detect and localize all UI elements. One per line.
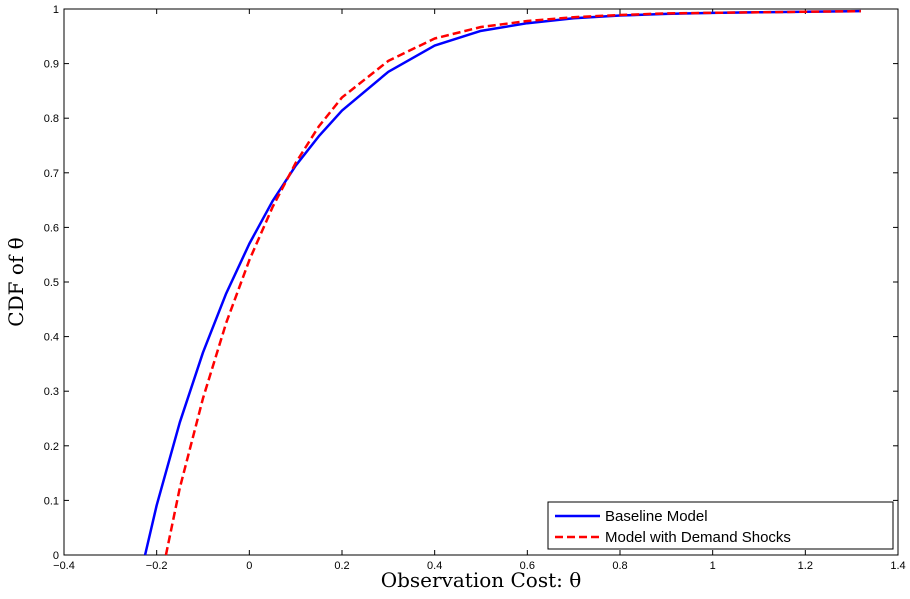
y-tick-label: 0.3 — [44, 386, 59, 398]
series-line-demand-shocks — [164, 9, 861, 556]
x-tick-label: 0.2 — [334, 560, 349, 572]
legend-box — [547, 501, 894, 550]
y-tick-label: 0.5 — [44, 277, 59, 289]
y-axis-title: CDF of θ — [4, 237, 28, 326]
x-axis-title: Observation Cost: θ — [381, 568, 582, 592]
series-lines — [143, 9, 861, 556]
x-tick-label: 0.8 — [612, 560, 627, 572]
y-tick-label: 0.8 — [44, 113, 59, 125]
y-tick-label: 0.4 — [44, 332, 59, 344]
legend-label-demand-shocks: Model with Demand Shocks — [605, 529, 791, 546]
y-tick-label: 0.2 — [44, 441, 59, 453]
x-tick-label: 1.2 — [798, 560, 813, 572]
y-tick-label: 0.9 — [44, 59, 59, 71]
x-tick-label: 0.6 — [520, 560, 535, 572]
x-tick-label: 0.4 — [427, 560, 442, 572]
y-tick-label: 1 — [53, 4, 59, 16]
x-tick-label: 0 — [246, 560, 252, 572]
y-tick-label: 0.7 — [44, 168, 59, 180]
x-tick-label: 1 — [710, 560, 716, 572]
x-tick-label: −0.2 — [146, 560, 168, 572]
plot-area — [63, 8, 899, 556]
y-tick-label: 0.1 — [44, 495, 59, 507]
y-tick-label: 0.6 — [44, 222, 59, 234]
y-axis-ticks: 0 0.1 0.2 0.3 0.4 0.5 0.6 0.7 0.8 0.9 1 — [44, 4, 898, 562]
x-axis-ticks: −0.4 −0.2 0 0.2 0.4 0.6 0.8 1 1.2 1.4 — [53, 9, 906, 572]
legend-label-baseline: Baseline Model — [605, 508, 708, 525]
legend: Baseline Model Model with Demand Shocks — [547, 501, 894, 550]
x-tick-label: −0.4 — [53, 560, 75, 572]
y-tick-label: 0 — [53, 550, 59, 562]
x-tick-label: 1.4 — [890, 560, 905, 572]
